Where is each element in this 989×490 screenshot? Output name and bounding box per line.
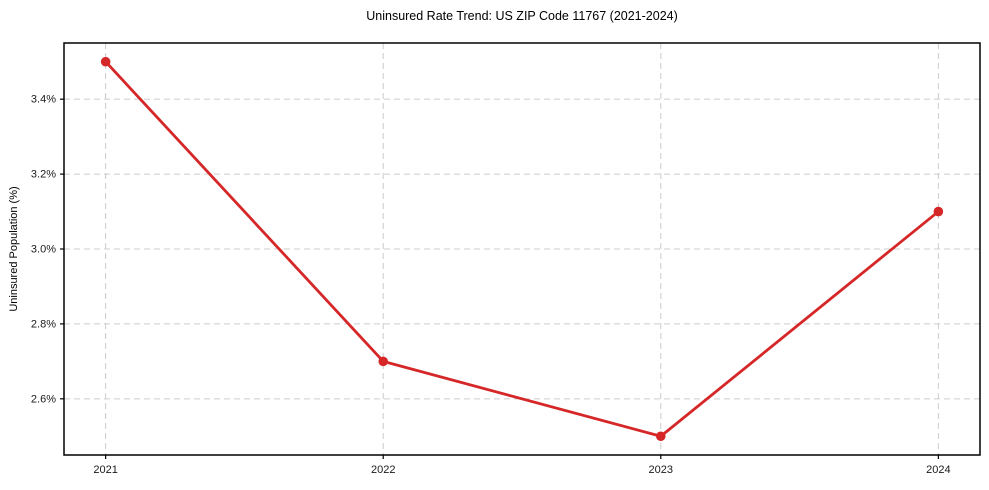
x-tick-label: 2023: [649, 464, 673, 476]
x-tick-label: 2024: [926, 464, 950, 476]
plot-border: [63, 42, 981, 456]
chart-title: Uninsured Rate Trend: US ZIP Code 11767 …: [366, 9, 678, 23]
y-tick-label: 2.6%: [31, 393, 56, 405]
x-tick-label: 2021: [93, 464, 117, 476]
data-point-marker: [933, 206, 944, 217]
y-tick-label: 3.2%: [31, 169, 56, 181]
trend-line: [104, 60, 940, 438]
data-point-marker: [100, 56, 111, 67]
y-tick-label: 2.8%: [31, 318, 56, 330]
x-tick-label: 2022: [371, 464, 395, 476]
data-point-marker: [378, 356, 389, 367]
data-point-marker: [655, 431, 666, 442]
y-tick-label: 3.0%: [31, 244, 56, 256]
y-tick-label: 3.4%: [31, 94, 56, 106]
